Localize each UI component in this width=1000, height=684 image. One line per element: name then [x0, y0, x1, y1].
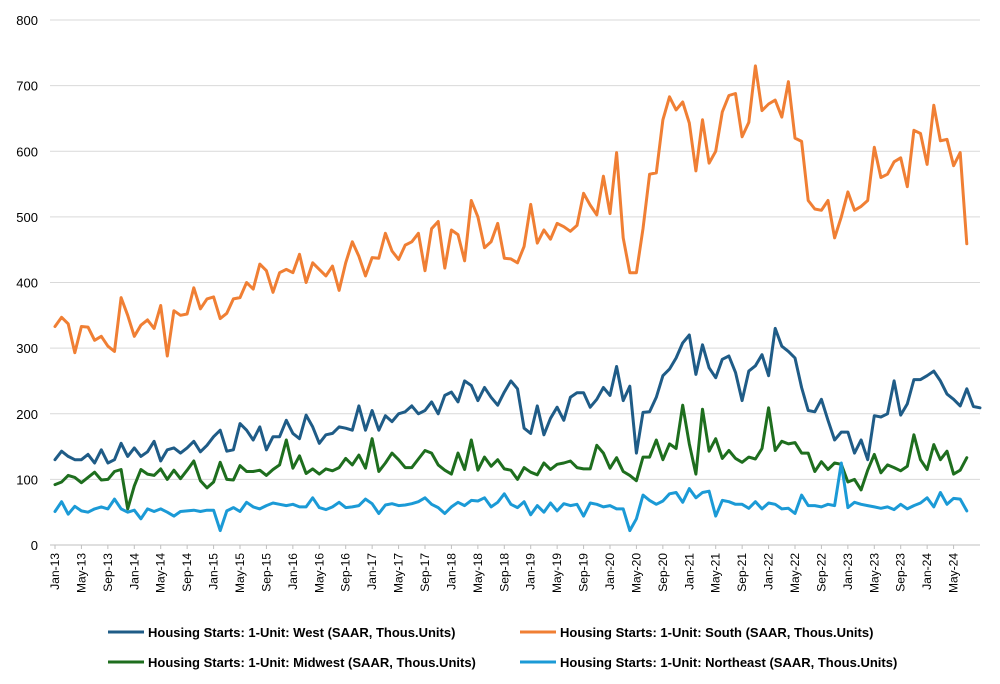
x-tick-label: May-19	[550, 553, 564, 593]
west-series-line	[53, 326, 982, 465]
x-tick-label: May-20	[629, 553, 643, 593]
y-tick-label: 400	[16, 276, 38, 291]
x-tick-label: Jan-14	[127, 553, 141, 590]
x-tick-label: Jan-15	[207, 553, 221, 590]
series-lines	[53, 64, 982, 533]
y-tick-label: 100	[16, 472, 38, 487]
x-tick-label: Sep-20	[656, 553, 670, 592]
x-tick-label: Jan-20	[603, 553, 617, 590]
x-tick-label: Jan-22	[762, 553, 776, 590]
x-tick-label: Sep-15	[259, 553, 273, 592]
south-series-line	[53, 64, 969, 358]
x-tick-label: Jan-16	[286, 553, 300, 590]
x-tick-label: Sep-14	[180, 553, 194, 592]
x-tick-label: Sep-19	[577, 553, 591, 592]
x-tick-label: Jan-13	[48, 553, 62, 590]
x-tick-label: Sep-21	[735, 553, 749, 592]
x-tick-label: Sep-22	[814, 553, 828, 592]
y-tick-label: 300	[16, 341, 38, 356]
midwest-series-line	[53, 403, 969, 511]
x-tick-label: May-13	[74, 553, 88, 593]
legend-label: Housing Starts: 1-Unit: West (SAAR, Thou…	[148, 625, 455, 640]
x-tick-label: Sep-13	[101, 553, 115, 592]
x-tick-label: Jan-24	[920, 553, 934, 590]
x-tick-label: May-22	[788, 553, 802, 593]
x-axis: Jan-13 May-13 Sep-13 Jan-14 May-14 Sep-14 Jan-…	[48, 545, 961, 593]
x-tick-label: Sep-16	[339, 553, 353, 592]
x-tick-label: Sep-23	[894, 553, 908, 592]
y-tick-label: 200	[16, 407, 38, 422]
y-tick-label: 500	[16, 210, 38, 225]
x-tick-label: Jan-19	[524, 553, 538, 590]
y-tick-label: 700	[16, 79, 38, 94]
x-tick-label: Sep-17	[418, 553, 432, 592]
x-tick-label: May-16	[312, 553, 326, 593]
legend-label: Housing Starts: 1-Unit: South (SAAR, Tho…	[560, 625, 873, 640]
x-tick-label: Sep-18	[497, 553, 511, 592]
x-tick-label: Jan-21	[682, 553, 696, 590]
y-tick-label: 800	[16, 13, 38, 28]
x-tick-label: May-23	[867, 553, 881, 593]
legend: Housing Starts: 1-Unit: West (SAAR, Thou…	[108, 625, 897, 670]
x-tick-label: May-15	[233, 553, 247, 593]
x-tick-label: May-14	[154, 553, 168, 593]
y-tick-label: 0	[31, 538, 38, 553]
legend-item-northeast: Housing Starts: 1-Unit: Northeast (SAAR,…	[520, 655, 897, 670]
y-tick-label: 600	[16, 144, 38, 159]
gridlines	[50, 19, 980, 480]
x-tick-label: May-24	[947, 553, 961, 593]
x-tick-label: May-18	[471, 553, 485, 593]
legend-label: Housing Starts: 1-Unit: Midwest (SAAR, T…	[148, 655, 476, 670]
legend-item-west: Housing Starts: 1-Unit: West (SAAR, Thou…	[108, 625, 455, 640]
legend-item-south: Housing Starts: 1-Unit: South (SAAR, Tho…	[520, 625, 873, 640]
northeast-series-line	[53, 461, 969, 533]
x-tick-label: May-17	[392, 553, 406, 593]
legend-item-midwest: Housing Starts: 1-Unit: Midwest (SAAR, T…	[108, 655, 476, 670]
x-tick-label: Jan-23	[841, 553, 855, 590]
x-tick-label: Jan-17	[365, 553, 379, 590]
legend-label: Housing Starts: 1-Unit: Northeast (SAAR,…	[560, 655, 897, 670]
x-tick-label: May-21	[709, 553, 723, 593]
x-tick-label: Jan-18	[444, 553, 458, 590]
y-axis: 0 100 200 300 400 500 600 700 800	[16, 13, 38, 553]
